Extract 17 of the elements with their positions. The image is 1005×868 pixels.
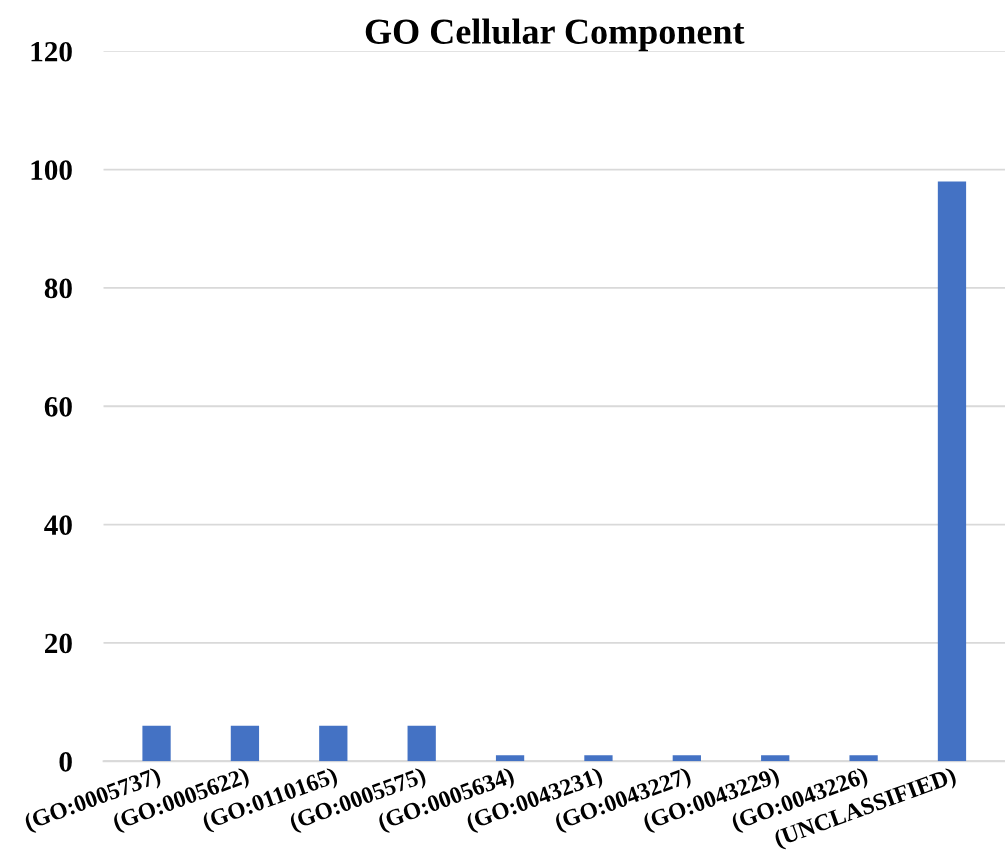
- chart-title: GO Cellular Component: [365, 18, 745, 52]
- bar: [407, 725, 436, 762]
- bar: [761, 755, 790, 762]
- bar: [672, 755, 701, 762]
- y-tick-label: 120: [31, 41, 72, 62]
- bar: [142, 725, 171, 762]
- y-tick-label: 20: [45, 633, 72, 654]
- y-tick-label: 80: [44, 278, 72, 299]
- bar: [230, 725, 260, 762]
- bar: [937, 181, 967, 762]
- bar: [495, 755, 525, 762]
- bar: [319, 725, 348, 762]
- y-tick-label: 100: [31, 160, 72, 180]
- y-tick-label: 40: [44, 515, 72, 535]
- y-tick-label: 60: [44, 396, 72, 417]
- bar: [849, 755, 878, 762]
- bar: [584, 755, 613, 762]
